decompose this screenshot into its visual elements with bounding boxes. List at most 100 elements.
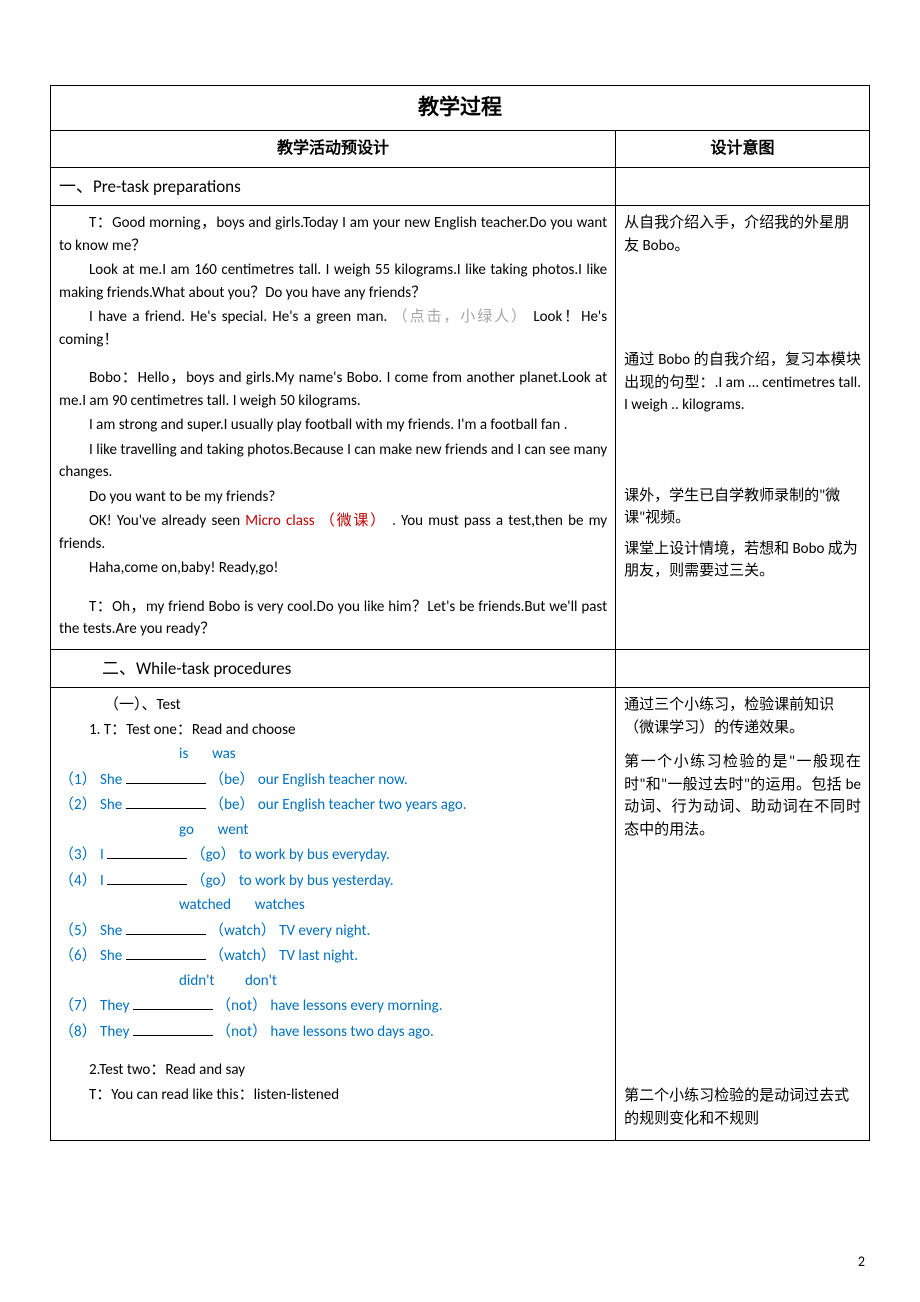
s2-c4b: don't (245, 972, 277, 990)
s1-p5: I am strong and super.I usually play foo… (59, 414, 607, 437)
s2-r3: 第二个小练习检验的是动词过去式的规则变化和不规则 (624, 1085, 861, 1130)
s2-c2a: go (179, 821, 194, 839)
s1-p2: Look at me.I am 160 centimetres tall. I … (59, 259, 607, 304)
s2-c2b: went (218, 821, 249, 839)
section-1-label: 一、Pre-task preparations (51, 167, 616, 206)
section-1-right: 从自我介绍入手，介绍我的外星朋友 Bobo。 通过 Bobo 的自我介绍，复习本… (616, 206, 870, 650)
s2-choice-3: watched watches (59, 894, 607, 917)
s1-r4: 课堂上设计情境，若想和 Bobo 成为朋友，则需要过三关。 (624, 538, 861, 583)
s2-i4-hint: （go） (191, 872, 236, 890)
s1-p10: T：Oh，my friend Bobo is very cool.Do you … (59, 596, 607, 641)
s2-r1: 通过三个小练习，检验课前知识（微课学习）的传递效果。 (624, 694, 861, 739)
s1-r1: 从自我介绍入手，介绍我的外星朋友 Bobo。 (624, 212, 861, 257)
s2-i5-subj: She (100, 922, 126, 940)
s2-i1-tail: our English teacher now. (258, 771, 408, 789)
s2-item-8: （8） They （not） have lessons two days ago… (59, 1020, 607, 1044)
s2-i6-num: （6） (59, 947, 97, 965)
s2-i8-hint: （not） (216, 1023, 267, 1041)
section-2-left: （一）、Test 1. T：Test one：Read and choose i… (51, 688, 616, 1141)
s2-t2-title: 2.Test two：Read and say (59, 1059, 607, 1082)
s2-i3-tail: to work by bus everyday. (239, 846, 390, 864)
s2-i2-subj: She (100, 796, 126, 814)
s2-i6-hint: （watch） (209, 947, 276, 965)
s1-p8b: Micro class （微课） (245, 512, 387, 530)
s2-item-7: （7） They （not） have lessons every mornin… (59, 994, 607, 1018)
s1-r3: 课外，学生已自学教师录制的"微课"视频。 (624, 485, 861, 530)
col-header-intent: 设计意图 (616, 130, 870, 167)
s1-r2: 通过 Bobo 的自我介绍，复习本模块出现的句型：.I am … centime… (624, 349, 861, 417)
blank (126, 919, 206, 935)
s1-p1: T：Good morning，boys and girls.Today I am… (59, 212, 607, 257)
s2-i3-subj: I (100, 846, 107, 864)
s2-i6-tail: TV last night. (279, 947, 358, 965)
s2-i7-hint: （not） (216, 997, 267, 1015)
s1-p4: Bobo：Hello，boys and girls.My name's Bobo… (59, 367, 607, 412)
s2-i4-subj: I (100, 872, 107, 890)
s2-item-2: （2） She （be） our English teacher two yea… (59, 793, 607, 817)
s2-i4-tail: to work by bus yesterday. (239, 872, 394, 890)
title-row: 教学过程 (51, 86, 870, 131)
s1-p7: Do you want to be my friends? (59, 486, 607, 509)
s2-t2-line: T：You can read like this：listen-listened (59, 1084, 607, 1107)
s2-item-4: （4） I （go） to work by bus yesterday. (59, 869, 607, 893)
s2-choice-2: go went (59, 819, 607, 842)
s2-test-head: （一）、Test (59, 694, 607, 717)
s2-i3-hint: （go） (191, 846, 236, 864)
s2-choice-1: is was (59, 743, 607, 766)
blank (133, 1020, 213, 1036)
s2-r2: 第一个小练习检验的是"一般现在时"和"一般过去时"的运用。包括 be 动词、行为… (624, 751, 861, 841)
s2-c4a: didn't (179, 972, 214, 990)
spacer (624, 845, 861, 1085)
s2-choice-4: didn't don't (59, 970, 607, 993)
spacer (624, 421, 861, 485)
s2-i5-hint: （watch） (209, 922, 276, 940)
page-number: 2 (858, 1251, 865, 1272)
s2-c1b: was (212, 745, 236, 763)
blank (126, 768, 206, 784)
s1-p8a: OK! You've already seen (89, 512, 245, 530)
section-2-content-row: （一）、Test 1. T：Test one：Read and choose i… (51, 688, 870, 1141)
s2-c3a: watched (179, 896, 231, 914)
section-2-label: 二、While-task procedures (51, 649, 616, 688)
s2-i2-num: （2） (59, 796, 97, 814)
s2-c3b: watches (255, 896, 305, 914)
page: 教学过程 教学活动预设计 设计意图 一、Pre-task preparation… (0, 0, 920, 1302)
col-header-activity: 教学活动预设计 (51, 130, 616, 167)
table-title: 教学过程 (51, 86, 870, 131)
s2-item-5: （5） She （watch） TV every night. (59, 919, 607, 943)
s2-i5-tail: TV every night. (279, 922, 370, 940)
s2-i7-tail: have lessons every morning. (270, 997, 442, 1015)
s2-i7-subj: They (100, 997, 133, 1015)
s2-i1-num: （1） (59, 771, 97, 789)
s2-i8-tail: have lessons two days ago. (270, 1023, 433, 1041)
s2-i8-num: （8） (59, 1023, 97, 1041)
spacer (624, 743, 861, 751)
section-2-right: 通过三个小练习，检验课前知识（微课学习）的传递效果。 第一个小练习检验的是"一般… (616, 688, 870, 1141)
spacer (59, 353, 607, 367)
s2-i7-num: （7） (59, 997, 97, 1015)
section-1-left: T：Good morning，boys and girls.Today I am… (51, 206, 616, 650)
blank (126, 793, 206, 809)
s2-i4-num: （4） (59, 872, 97, 890)
s1-p8: OK! You've already seen Micro class （微课）… (59, 510, 607, 555)
spacer (624, 261, 861, 349)
s2-item-3: （3） I （go） to work by bus everyday. (59, 843, 607, 867)
s1-p3b: （点击，小绿人） (393, 308, 528, 326)
s2-i3-num: （3） (59, 846, 97, 864)
s2-i1-subj: She (100, 771, 126, 789)
s2-item-6: （6） She （watch） TV last night. (59, 944, 607, 968)
s2-i2-hint: （be） (209, 796, 254, 814)
section-2-label-row: 二、While-task procedures (51, 649, 870, 688)
s2-c1a: is (179, 745, 188, 763)
spacer (59, 1045, 607, 1059)
blank (107, 869, 187, 885)
spacer (59, 582, 607, 596)
s1-p6: I like travelling and taking photos.Beca… (59, 439, 607, 484)
s1-p3: I have a friend. He's special. He's a gr… (59, 306, 607, 351)
blank (107, 843, 187, 859)
section-1-label-right (616, 167, 870, 206)
section-1-content-row: T：Good morning，boys and girls.Today I am… (51, 206, 870, 650)
s2-item-1: （1） She （be） our English teacher now. (59, 768, 607, 792)
s2-i1-hint: （be） (209, 771, 254, 789)
header-row: 教学活动预设计 设计意图 (51, 130, 870, 167)
